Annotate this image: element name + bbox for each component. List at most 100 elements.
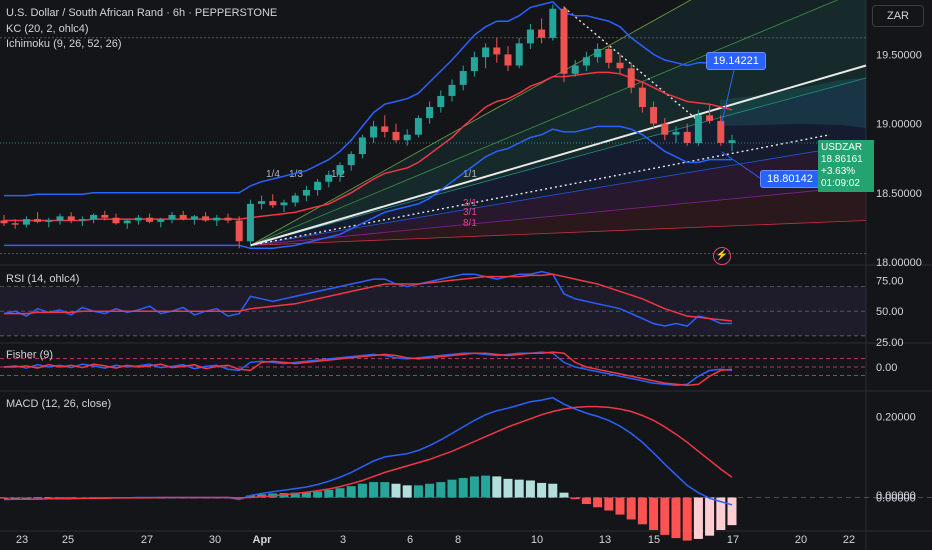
candle xyxy=(213,214,221,227)
candle xyxy=(258,195,266,210)
candle-body xyxy=(549,8,557,38)
dotted-trend-line xyxy=(250,134,831,247)
candle-body xyxy=(78,219,86,221)
candle xyxy=(101,210,109,221)
macd-tick-label: 0.00000 xyxy=(876,493,916,505)
candle xyxy=(627,62,635,94)
macd-histogram-bar xyxy=(458,478,468,498)
candle-body xyxy=(694,115,702,143)
last-price-symbol: USDZAR xyxy=(821,142,863,153)
macd-histogram-bar xyxy=(559,492,569,498)
candle xyxy=(22,216,30,228)
candle-body xyxy=(358,137,366,155)
macd-histogram-bar xyxy=(525,480,535,498)
candle xyxy=(224,213,232,224)
candle xyxy=(34,212,42,224)
candle-body xyxy=(56,216,64,221)
candle xyxy=(683,123,691,146)
candle xyxy=(11,219,19,229)
candle xyxy=(112,213,120,225)
kc-series-line xyxy=(4,71,733,222)
macd-histogram-bar xyxy=(481,475,491,498)
candle xyxy=(67,212,75,224)
price-tick-label: 18.50000 xyxy=(876,188,922,200)
candle-body xyxy=(67,216,75,221)
candle xyxy=(302,185,310,202)
bar-countdown: 01:09:02 xyxy=(821,178,860,189)
dotted-trend-line xyxy=(563,6,699,122)
lower-price-label[interactable]: 18.80142 xyxy=(760,170,820,188)
macd-histogram-bar xyxy=(391,483,401,498)
candle xyxy=(381,115,389,138)
macd-histogram-bar xyxy=(301,492,311,498)
candle-body xyxy=(571,65,579,74)
time-tick-label: 27 xyxy=(141,534,153,546)
rsi-legend: RSI (14, ohlc4) xyxy=(6,273,80,285)
price-tick-label: 19.00000 xyxy=(876,119,922,131)
macd-tick-label: 0.00000 xyxy=(876,490,916,502)
candle xyxy=(146,213,154,224)
fisher-series-line xyxy=(3,351,733,387)
candle-body xyxy=(202,216,210,221)
candle-body xyxy=(627,68,635,88)
time-tick-label: 13 xyxy=(599,534,611,546)
symbol-title: U.S. Dollar / South African Rand · 6h · … xyxy=(6,7,278,19)
time-tick-label: 22 xyxy=(843,534,855,546)
candle xyxy=(336,162,344,182)
candle-body xyxy=(706,115,714,121)
label-connector xyxy=(721,151,761,179)
upper-price-label[interactable]: 19.14221 xyxy=(706,52,766,70)
time-tick-label: 17 xyxy=(727,534,739,546)
candle-body xyxy=(336,165,344,175)
candle xyxy=(168,212,176,224)
macd-histogram-bar xyxy=(0,497,9,499)
candle xyxy=(515,37,523,69)
trend-line xyxy=(250,64,867,247)
candle-body xyxy=(90,214,98,220)
candle-body xyxy=(414,118,422,135)
macd-histogram-bar xyxy=(413,485,423,498)
macd-histogram-bar xyxy=(604,497,614,511)
rsi-tick-label: 50.00 xyxy=(876,306,904,318)
candle xyxy=(437,90,445,113)
macd-histogram-bar xyxy=(335,488,345,498)
currency-button[interactable]: ZAR xyxy=(872,5,924,27)
fan-label: 1/3 xyxy=(289,169,303,180)
last-price-change: +3.63% xyxy=(821,166,856,177)
candle xyxy=(157,217,165,228)
macd-histogram-bar xyxy=(469,476,479,498)
fisher-tick-label: 0.00 xyxy=(876,362,897,374)
candle-body xyxy=(190,216,198,220)
candle xyxy=(694,109,702,146)
macd-series-line xyxy=(4,405,733,500)
candle xyxy=(650,101,658,130)
macd-histogram-bar xyxy=(682,497,692,541)
candle xyxy=(370,120,378,143)
time-tick-label: 15 xyxy=(648,534,660,546)
candle-body xyxy=(683,131,691,143)
fan-label: 1/4 xyxy=(266,169,280,180)
candle xyxy=(202,212,210,222)
candle xyxy=(56,213,64,225)
macd-histogram-bar xyxy=(436,482,446,498)
price-tick-label: 18.00000 xyxy=(876,257,922,269)
macd-histogram-bar xyxy=(581,497,591,505)
fan-label: 1/1 xyxy=(463,169,477,180)
macd-histogram-bar xyxy=(649,497,659,530)
candle-body xyxy=(258,201,266,204)
fan-label: 2/1 xyxy=(463,198,477,209)
price-tick-label: 19.50000 xyxy=(876,49,922,61)
candle xyxy=(90,213,98,224)
bolt-icon[interactable]: ⚡ xyxy=(713,247,731,265)
candle-body xyxy=(403,134,411,141)
candle-body xyxy=(437,95,445,108)
candle-body xyxy=(269,201,277,206)
candle-body xyxy=(112,217,120,224)
candle xyxy=(571,59,579,77)
macd-histogram-bar xyxy=(570,497,580,500)
macd-histogram-bar xyxy=(447,479,457,498)
ichimoku-cloud xyxy=(720,78,866,128)
fan-label: 8/1 xyxy=(463,218,477,229)
last-price-value: 18.86161 xyxy=(821,154,863,165)
